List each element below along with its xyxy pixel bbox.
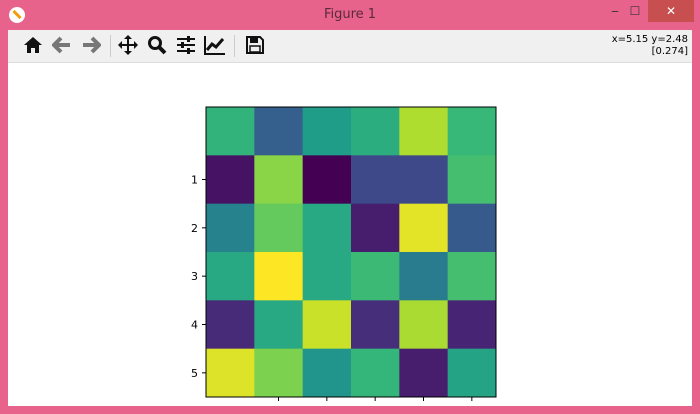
heatmap-cell [351, 155, 400, 205]
heatmap-cell [206, 203, 255, 253]
heatmap-cell [254, 252, 304, 301]
home-icon [24, 37, 42, 53]
title-bar: Figure 1 ‒ ☐ ✕ [0, 0, 700, 30]
edit-axes-icon [204, 36, 225, 55]
figure-canvas: x=5.15 y=2.48 [0.274] 1 2 3 4 5 1 2 3 4 5 [8, 30, 692, 406]
heatmap-cell [302, 107, 352, 156]
heatmap-cell [254, 348, 304, 398]
save-icon [246, 36, 264, 54]
y-tick-label: 5 [191, 367, 198, 380]
heatmap-cell [302, 348, 352, 398]
heatmap-cell [254, 300, 304, 350]
forward-button[interactable] [80, 34, 102, 56]
edit-axes-button[interactable] [204, 34, 226, 56]
app-icon [9, 7, 25, 23]
heatmap-cell [399, 252, 449, 301]
pan-button[interactable] [117, 34, 139, 56]
heatmap-cell [206, 155, 255, 205]
y-tick-label: 1 [191, 174, 198, 187]
heatmap-cell [399, 300, 449, 350]
configure-subplots-icon [177, 36, 195, 54]
heatmap-cell [399, 155, 449, 205]
heatmap-cell [206, 348, 255, 398]
heatmap-cell [351, 107, 400, 156]
zoom-button[interactable] [146, 34, 168, 56]
heatmap-cell [447, 107, 497, 156]
heatmap-cell [206, 252, 255, 301]
x-tick-label: 1 [275, 404, 282, 406]
x-tick-label: 2 [323, 404, 330, 406]
heatmap-cell [302, 203, 352, 253]
heatmap-cell [302, 252, 352, 301]
separator [234, 35, 235, 57]
toolbar: x=5.15 y=2.48 [0.274] [8, 30, 692, 63]
coord-xy: x=5.15 y=2.48 [611, 34, 688, 45]
axes-frame [205, 106, 497, 398]
heatmap-cell [447, 203, 497, 253]
heatmap-cell [447, 252, 497, 301]
heatmap-cell [351, 203, 400, 253]
pan-icon [118, 35, 138, 55]
configure-subplots-button[interactable] [175, 34, 197, 56]
heatmap-cell [399, 348, 449, 398]
heatmap-plot[interactable]: 1 2 3 4 5 1 2 3 4 5 [8, 62, 692, 406]
x-tick-label: 3 [372, 404, 379, 406]
forward-icon [83, 36, 101, 54]
y-tick-label: 3 [191, 270, 198, 283]
heatmap-cell [254, 107, 304, 156]
heatmap-cell [447, 300, 497, 350]
heatmap-cell [206, 107, 255, 156]
heatmap-cell [399, 203, 449, 253]
heatmap-cell [254, 155, 304, 205]
save-button[interactable] [244, 34, 266, 56]
maximize-button[interactable]: ☐ [629, 4, 641, 18]
heatmap-cell [351, 348, 400, 398]
heatmap-cell [351, 252, 400, 301]
heatmap-cell [302, 155, 352, 205]
heatmap-cell [447, 348, 497, 398]
x-tick-label: 4 [420, 404, 427, 406]
heatmap-cell [351, 300, 400, 350]
x-tick-label: 5 [468, 404, 475, 406]
heatmap-cell [447, 155, 497, 205]
y-tick-label: 2 [191, 222, 198, 235]
minimize-button[interactable]: ‒ [611, 4, 619, 18]
heatmap-cell [206, 300, 255, 350]
heatmap-cell [399, 107, 449, 156]
back-icon [52, 36, 70, 54]
window-title: Figure 1 [323, 7, 377, 22]
separator [110, 35, 111, 57]
y-tick-label: 4 [191, 319, 198, 332]
heatmap-cell [302, 300, 352, 350]
heatmap-cell [254, 203, 304, 253]
zoom-icon [148, 36, 167, 55]
back-button[interactable] [51, 34, 73, 56]
home-button[interactable] [22, 34, 44, 56]
coord-value: [0.274] [651, 46, 688, 57]
close-button[interactable]: ✕ [648, 0, 694, 22]
cursor-coordinates: x=5.15 y=2.48 [0.274] [612, 34, 688, 58]
